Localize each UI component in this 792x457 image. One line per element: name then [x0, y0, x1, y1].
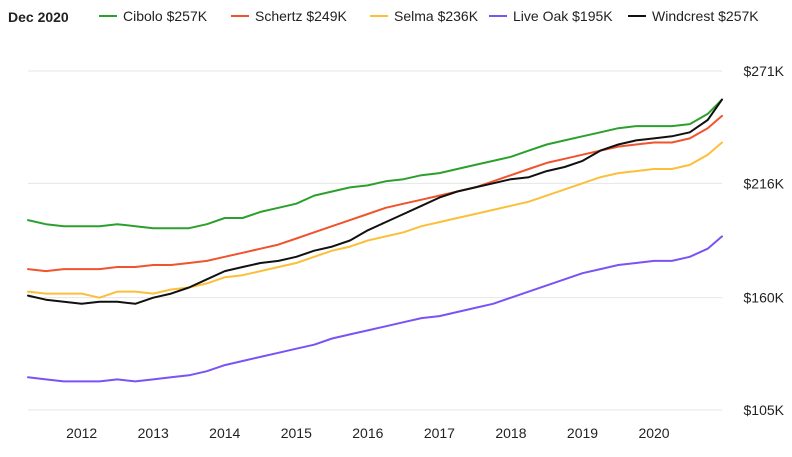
legend-swatch-live-oak: [489, 15, 507, 17]
x-tick-label: 2012: [66, 425, 97, 441]
series-line-windcrest: [27, 98, 723, 305]
legend-date: Dec 2020: [8, 9, 69, 25]
legend-swatch-windcrest: [628, 15, 646, 17]
y-tick-label: $105K: [744, 402, 785, 418]
legend-item-selma[interactable]: Selma $236K: [370, 8, 478, 24]
legend-item-windcrest[interactable]: Windcrest $257K: [628, 8, 759, 24]
y-tick-label: $216K: [744, 175, 785, 191]
legend-label-selma: Selma $236K: [394, 8, 479, 24]
legend-swatch-schertz: [231, 15, 249, 17]
legend-label-schertz: Schertz $249K: [255, 8, 347, 24]
legend-label-windcrest: Windcrest $257K: [652, 8, 759, 24]
legend-swatch-cibolo: [99, 15, 117, 17]
series-line-selma: [27, 141, 723, 299]
x-tick-label: 2016: [352, 425, 383, 441]
legend-label-cibolo: Cibolo $257K: [123, 8, 208, 24]
y-tick-label: $160K: [744, 290, 785, 306]
x-tick-label: 2020: [638, 425, 669, 441]
legend-swatch-selma: [370, 15, 388, 17]
series-line-live-oak: [27, 235, 723, 383]
series-line-cibolo: [27, 98, 723, 230]
x-tick-label: 2015: [281, 425, 312, 441]
x-tick-label: 2013: [138, 425, 169, 441]
y-tick-label: $271K: [744, 63, 785, 79]
series-line-schertz: [27, 114, 723, 273]
x-tick-label: 2017: [424, 425, 455, 441]
legend-item-cibolo[interactable]: Cibolo $257K: [99, 8, 207, 24]
x-tick-label: 2018: [495, 425, 526, 441]
x-tick-label: 2014: [209, 425, 240, 441]
x-tick-label: 2019: [567, 425, 598, 441]
legend-label-live-oak: Live Oak $195K: [513, 8, 613, 24]
chart-legend: Dec 2020 Cibolo $257K Schertz $249K Selm…: [0, 0, 792, 36]
legend-item-schertz[interactable]: Schertz $249K: [231, 8, 347, 24]
legend-item-live-oak[interactable]: Live Oak $195K: [489, 8, 613, 24]
